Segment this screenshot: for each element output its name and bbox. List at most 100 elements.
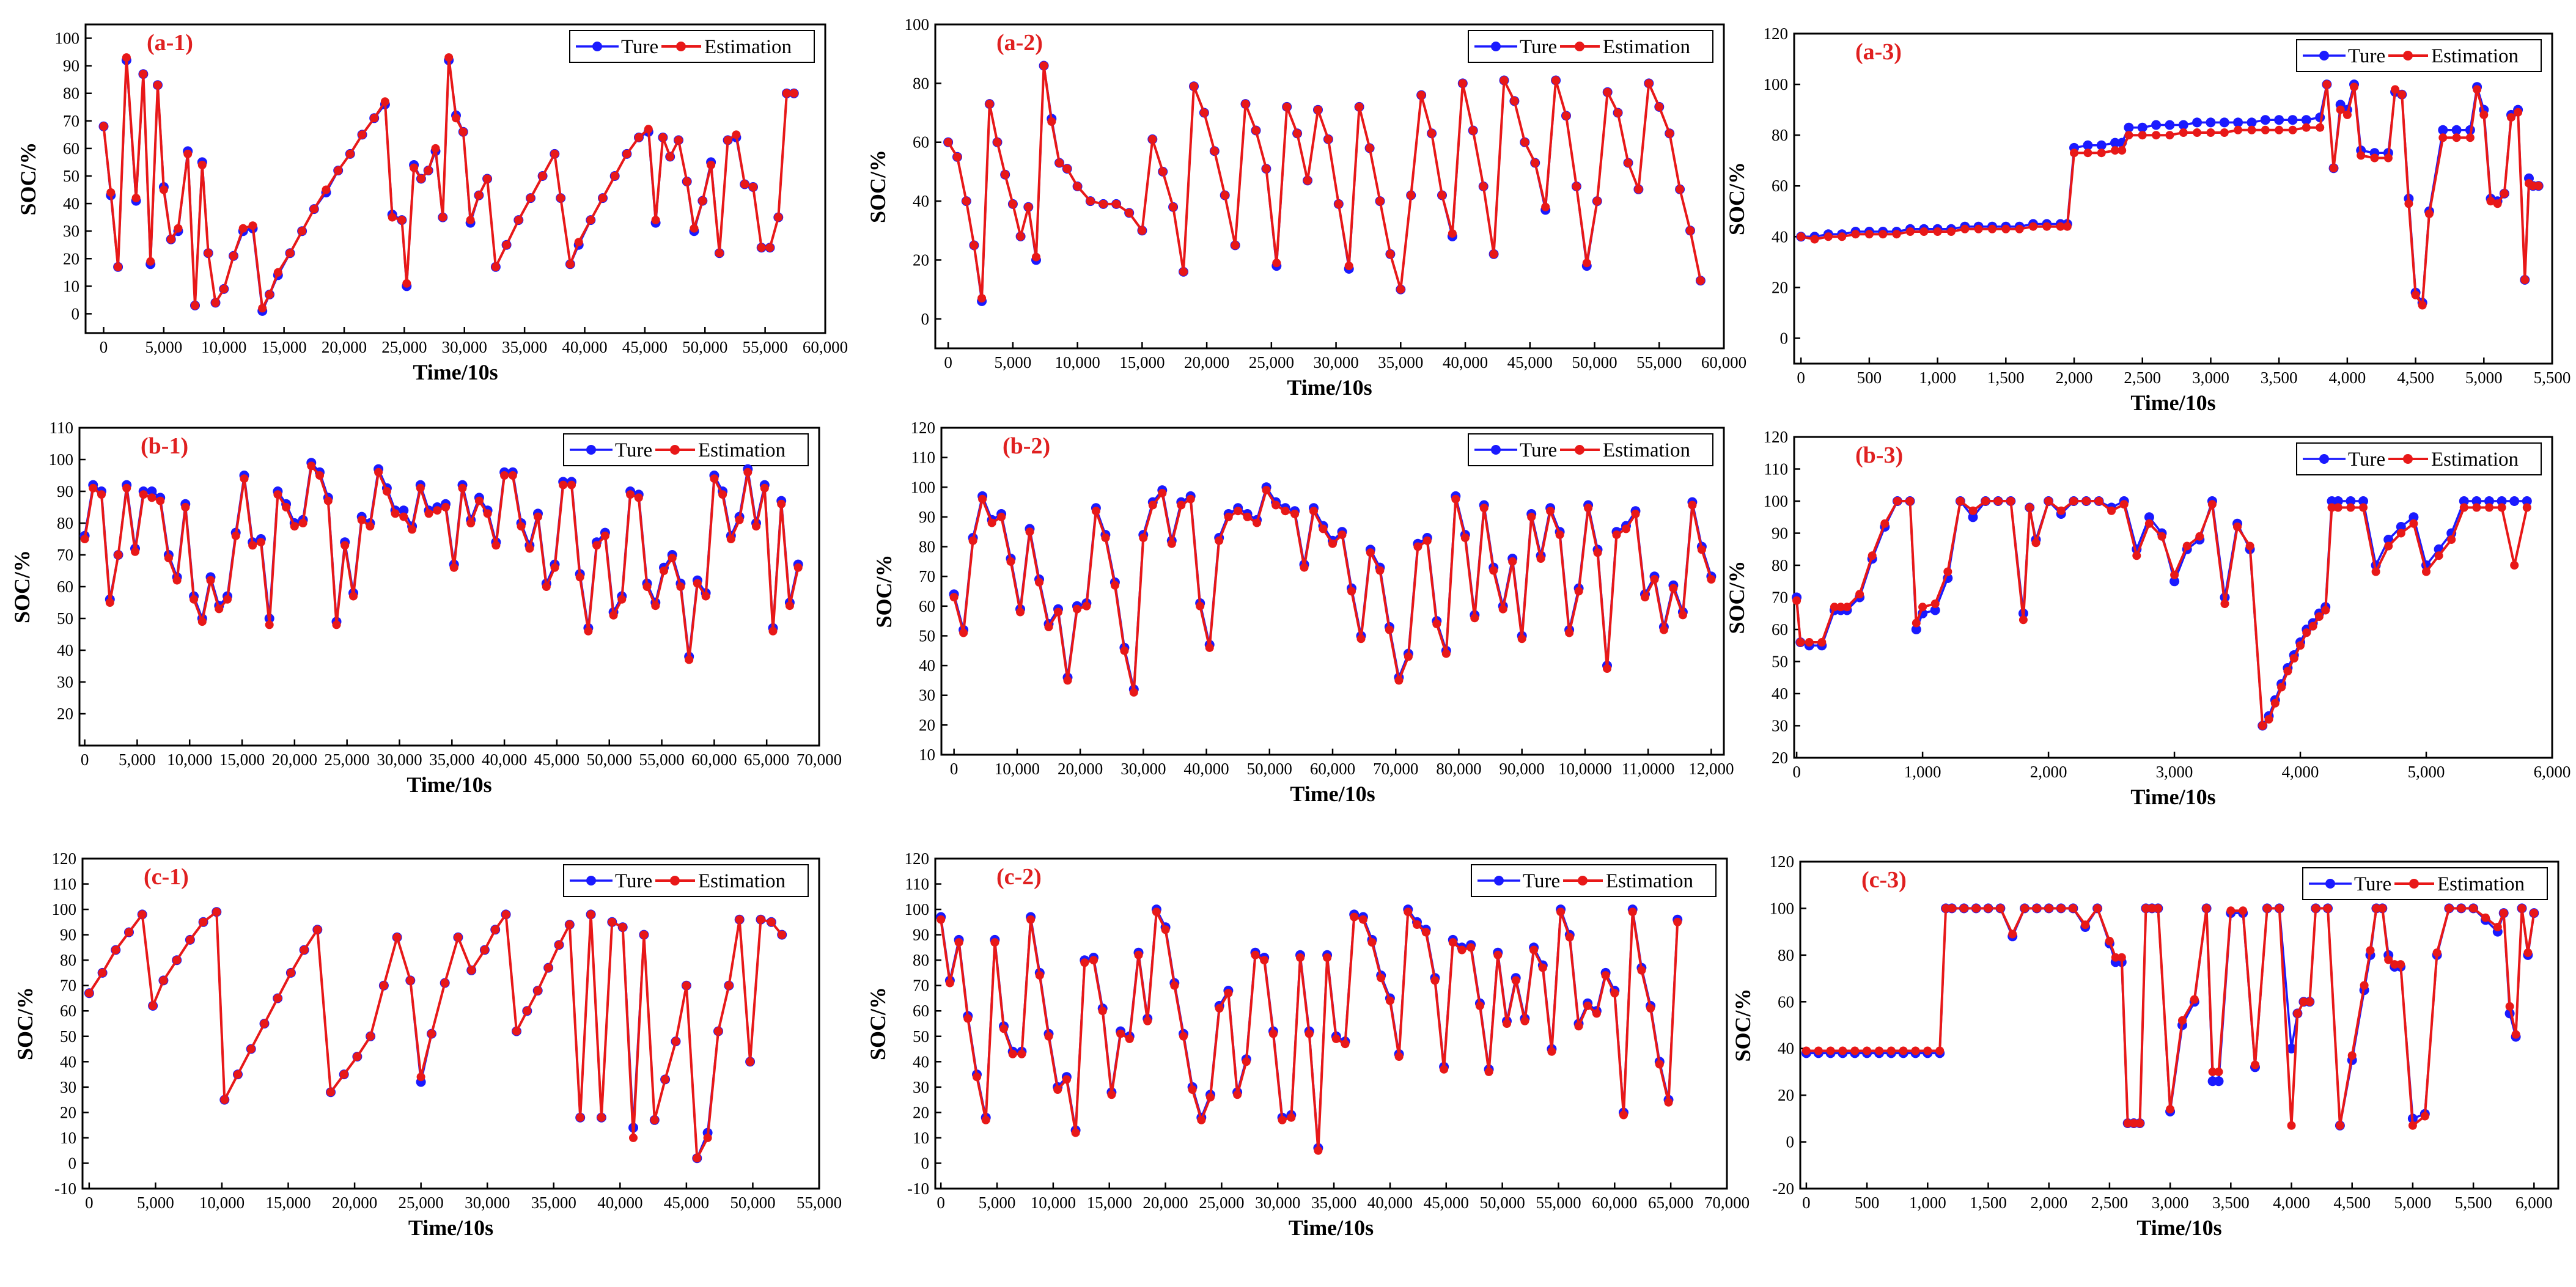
est-point xyxy=(660,566,668,575)
true-point xyxy=(1930,605,1940,615)
y-tick-label: 100 xyxy=(905,900,930,919)
est-point xyxy=(1863,1046,1872,1055)
y-tick-label: 120 xyxy=(1764,24,1789,43)
est-point xyxy=(256,538,265,547)
est-point xyxy=(1430,976,1440,985)
est-point xyxy=(2129,1119,2138,1128)
est-point xyxy=(431,144,440,153)
est-point xyxy=(1996,904,2005,913)
est-point xyxy=(1205,643,1214,652)
est-point xyxy=(1959,904,1968,913)
x-tick-label: 2,000 xyxy=(2030,763,2067,781)
y-tick-label: 30 xyxy=(919,686,935,705)
est-point xyxy=(1148,134,1157,144)
est-point xyxy=(1314,105,1322,114)
est-point xyxy=(1451,494,1460,504)
est-point xyxy=(576,1113,585,1122)
x-tick-label: 15,000 xyxy=(262,338,307,356)
est-point xyxy=(978,494,987,504)
y-tick-label: 0 xyxy=(68,1154,77,1172)
est-point xyxy=(1817,638,1827,647)
est-point xyxy=(945,978,954,988)
est-point xyxy=(427,1029,436,1038)
est-point xyxy=(1375,566,1385,575)
est-point xyxy=(1072,604,1081,614)
true-point xyxy=(2274,115,2284,125)
est-point xyxy=(1448,229,1457,238)
est-point xyxy=(508,471,517,480)
y-tick-label: 50 xyxy=(913,1027,929,1046)
est-point xyxy=(1262,486,1271,495)
est-point xyxy=(1170,981,1179,990)
est-point xyxy=(1006,557,1015,566)
est-point xyxy=(785,601,794,610)
panel-label: (a-3) xyxy=(1855,39,1902,65)
x-tick-label: 30,000 xyxy=(377,750,422,769)
est-point xyxy=(1851,230,1860,239)
est-point xyxy=(125,928,133,937)
x-tick-label: 3,500 xyxy=(2261,369,2298,387)
est-point xyxy=(2234,125,2243,134)
x-tick-label: 80,000 xyxy=(1436,760,1481,778)
est-point xyxy=(2154,904,2163,913)
est-point xyxy=(2357,151,2366,160)
est-point xyxy=(1520,1016,1529,1025)
legend-true-marker xyxy=(2319,454,2329,464)
est-point xyxy=(1546,507,1555,516)
est-point xyxy=(2288,125,2297,134)
est-point xyxy=(1582,258,1591,268)
est-point xyxy=(2193,128,2202,137)
x-tick-label: 10,000 xyxy=(167,750,212,769)
est-point xyxy=(1475,1001,1484,1010)
y-axis-label: SOC/% xyxy=(866,150,890,223)
y-tick-label: 10 xyxy=(60,1129,76,1147)
true-point xyxy=(2438,125,2448,135)
true-point xyxy=(2409,512,2419,522)
x-tick-label: 0 xyxy=(1792,763,1801,781)
est-point xyxy=(1624,158,1633,167)
est-point xyxy=(1574,587,1583,596)
est-point xyxy=(517,522,526,531)
est-point xyxy=(1622,524,1630,534)
x-tick-label: 25,000 xyxy=(399,1194,444,1212)
x-tick-label: 40,000 xyxy=(597,1194,642,1212)
est-point xyxy=(778,930,787,939)
legend-true-marker xyxy=(586,876,596,886)
est-point xyxy=(1637,966,1646,975)
est-point xyxy=(1396,285,1405,294)
est-point xyxy=(609,610,618,620)
est-point xyxy=(1441,649,1451,658)
est-point xyxy=(1541,202,1550,211)
x-tick-label: 45,000 xyxy=(1424,1194,1469,1212)
x-tick-label: 1,000 xyxy=(1919,369,1956,387)
est-point xyxy=(1161,925,1170,934)
est-point xyxy=(138,910,147,919)
est-point xyxy=(1460,534,1470,542)
est-point xyxy=(345,149,355,158)
legend-est-marker xyxy=(1575,42,1584,51)
est-point xyxy=(483,509,492,518)
true-point xyxy=(2124,122,2134,133)
est-point xyxy=(332,620,341,629)
est-point xyxy=(2287,1121,2296,1130)
y-tick-label: 80 xyxy=(1778,946,1794,964)
est-point xyxy=(953,152,962,161)
est-point xyxy=(440,978,449,988)
est-point xyxy=(1796,638,1805,647)
x-tick-label: 70,000 xyxy=(1704,1194,1750,1212)
est-point xyxy=(2314,612,2324,621)
y-tick-label: 20 xyxy=(913,251,929,269)
est-point xyxy=(1179,267,1188,276)
est-point xyxy=(1893,497,1902,505)
legend-true-label: Ture xyxy=(1523,870,1560,892)
est-point xyxy=(2517,904,2526,913)
true-point xyxy=(2247,117,2257,128)
true-point xyxy=(2396,522,2406,532)
est-point xyxy=(752,522,760,531)
est-point xyxy=(2207,500,2217,509)
est-point xyxy=(732,130,741,139)
est-point xyxy=(1886,1046,1896,1055)
est-point xyxy=(2001,224,2011,233)
panel-b-3: 0 1,000 2,000 3,000 4,000 5,000 6,000 20 30 40 50 6… xyxy=(1724,428,2570,809)
est-point xyxy=(2056,904,2066,913)
